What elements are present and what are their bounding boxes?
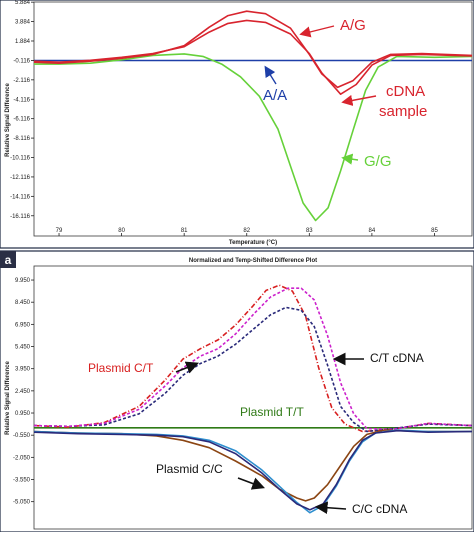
top-series-g-g-line (34, 53, 472, 222)
bottom-chart: a Normalized and Temp-Shifted Difference… (0, 250, 474, 533)
bottom-y-tick-label: 6.950 (15, 322, 31, 328)
annotation-ag: A/G (340, 17, 366, 34)
annotation-aa: A/A (263, 87, 287, 104)
top-y-tick-label: -6.116 (13, 117, 30, 123)
annotation-cc-cdna-arrow (314, 501, 347, 515)
panel-label-box (0, 251, 16, 268)
annotation-plasmid-tt: Plasmid T/T (240, 405, 304, 419)
top-y-tick-label: -4.116 (13, 97, 30, 103)
bottom-series-unlabeled-6-line (34, 429, 472, 511)
top-x-axis-title: Temperature (°C) (229, 240, 277, 246)
annotation-ct-cdna: C/T cDNA (370, 351, 424, 365)
annotation-ag-arrow (299, 25, 335, 38)
annotation-plasmid-ct: Plasmid C/T (88, 361, 154, 375)
panel-label-a: a (5, 253, 12, 267)
bottom-y-axis-title: Relative Signal Difference (5, 360, 11, 434)
top-x-tick-label: 80 (118, 228, 125, 234)
annotation-cdna-arrow (341, 94, 377, 106)
bottom-y-tick-label: 9.950 (15, 278, 31, 284)
top-y-tick-label: 1.884 (15, 39, 31, 45)
bottom-y-tick-label: 8.450 (15, 300, 31, 306)
top-y-tick-label: -12.116 (10, 175, 31, 181)
bottom-y-tick-label: -2.050 (13, 455, 31, 461)
top-y-tick-label: -14.116 (10, 194, 31, 200)
annotation-plasmid-cc-arrow (237, 477, 265, 490)
bottom-y-tick-label: 0.950 (15, 411, 31, 417)
top-x-tick-label: 85 (431, 228, 438, 234)
annotation-plasmid-ct-arrow (175, 361, 199, 374)
top-x-tick-label: 84 (369, 228, 376, 234)
annotation-sample: sample (379, 103, 427, 120)
annotation-cc-cdna: C/C cDNA (352, 502, 407, 516)
annotation-gg: G/G (364, 153, 392, 170)
annotation-gg-arrow (341, 153, 359, 165)
top-y-tick-label: -8.116 (13, 136, 30, 142)
top-series-cdna-sample-line (34, 19, 472, 95)
top-x-tick-label: 79 (56, 228, 63, 234)
annotation-plasmid-cc: Plasmid C/C (156, 462, 223, 476)
bottom-chart-title: Normalized and Temp-Shifted Difference P… (189, 258, 317, 264)
top-y-tick-label: -2.116 (13, 78, 30, 84)
bottom-y-tick-label: 5.450 (15, 345, 31, 351)
top-y-axis-title: Relative Signal Difference (5, 82, 11, 156)
top-y-tick-label: -16.116 (10, 214, 31, 220)
bottom-y-tick-label: 3.950 (15, 367, 31, 373)
top-x-tick-label: 83 (306, 228, 313, 234)
bottom-y-tick-label: -5.050 (13, 500, 31, 506)
bottom-series-c-t-cdna-line (34, 306, 472, 433)
top-x-tick-label: 82 (243, 228, 250, 234)
bottom-series-plasmid-c-t-line (34, 284, 472, 433)
bottom-y-tick-label: -0.550 (13, 433, 31, 439)
bottom-y-tick-label: 2.450 (15, 389, 31, 395)
annotation-aa-arrow (264, 65, 277, 85)
top-chart: 5.884 3.884 1.884 -0.116 -2.116 -4.116 -6.116 -… (0, 0, 474, 249)
top-y-tick-label: 3.884 (15, 20, 31, 26)
top-y-tick-label: -0.116 (13, 58, 30, 64)
top-y-tick-label: -10.116 (10, 156, 31, 162)
top-x-tick-label: 81 (181, 228, 188, 234)
top-y-tick-label: 5.884 (15, 0, 31, 6)
top-series-a-g-line (34, 10, 472, 89)
annotation-cdna: cDNA (386, 83, 425, 100)
bottom-y-tick-label: -3.550 (13, 478, 31, 484)
bottom-series-unlabeled-3-line (34, 287, 472, 431)
